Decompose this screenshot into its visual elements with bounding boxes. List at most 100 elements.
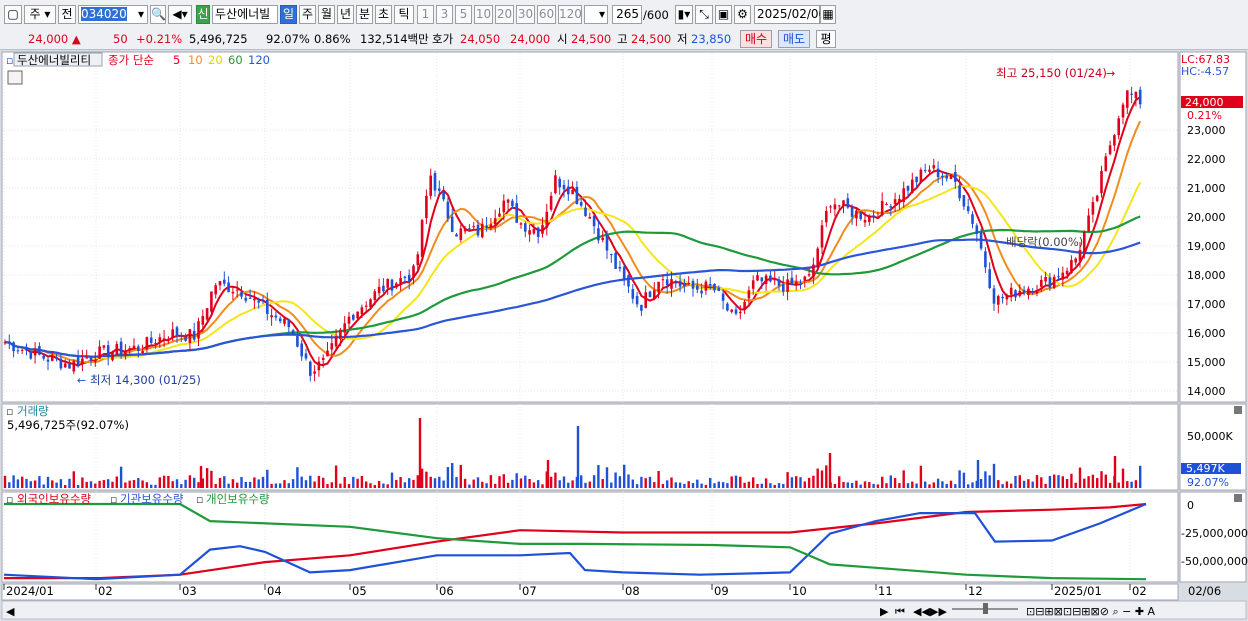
candle-body bbox=[803, 276, 807, 281]
market-select[interactable]: 주 ▾ bbox=[24, 5, 56, 24]
volume-bar bbox=[201, 478, 204, 488]
volume-bar bbox=[876, 484, 880, 488]
sound-icon[interactable]: ◀▾ bbox=[168, 5, 192, 24]
scroll-left-icon[interactable]: ◀ bbox=[6, 605, 15, 618]
table-icon[interactable] bbox=[7, 70, 23, 85]
minute-60-button[interactable]: 60 bbox=[537, 5, 556, 24]
date-input[interactable]: 2025/02/06 bbox=[754, 5, 826, 24]
volume-bar bbox=[377, 480, 381, 488]
minute-10-button[interactable]: 10 bbox=[474, 5, 493, 24]
close-icon[interactable] bbox=[1234, 406, 1242, 414]
candle-body bbox=[923, 170, 927, 172]
candle-body bbox=[46, 359, 50, 362]
eval-button[interactable]: 평 bbox=[816, 30, 836, 48]
volume-bar bbox=[618, 476, 622, 488]
candle-body bbox=[614, 252, 617, 269]
minute-30-button[interactable]: 30 bbox=[516, 5, 535, 24]
calendar-icon[interactable]: ▦ bbox=[820, 5, 836, 24]
volume-bar bbox=[1040, 477, 1043, 488]
candle-body bbox=[253, 298, 256, 301]
indiv-label: 개인보유수량 bbox=[206, 492, 270, 506]
candle-body bbox=[334, 336, 338, 347]
volume-bar bbox=[248, 481, 252, 488]
candle-body bbox=[571, 189, 574, 195]
dividend-annotation: 배당락(0.00%) bbox=[1006, 235, 1083, 249]
first-page-icon[interactable]: ⏮ bbox=[895, 605, 905, 618]
candle-body bbox=[747, 290, 751, 299]
minute-3-button[interactable]: 3 bbox=[436, 5, 453, 24]
minute-1-button[interactable]: 1 bbox=[417, 5, 434, 24]
volume-spike bbox=[976, 460, 980, 488]
volume-bar bbox=[653, 482, 656, 488]
period-minute-button[interactable]: 분 bbox=[356, 5, 373, 24]
volume-bar bbox=[184, 479, 187, 488]
volume-bar bbox=[365, 481, 368, 488]
chart-tools-icons[interactable]: ⊡⊟⊞⊠⊡⊟⊞⊠⊘ ⌕ − ✚ A bbox=[1026, 605, 1156, 618]
volume-bar bbox=[25, 478, 28, 488]
candle-body bbox=[476, 224, 480, 236]
gear-icon[interactable]: ⚙ bbox=[734, 5, 751, 24]
indiv-line bbox=[4, 502, 1147, 581]
period-week-button[interactable]: 주 bbox=[299, 5, 316, 24]
period-month-button[interactable]: 월 bbox=[318, 5, 335, 24]
period-day-button[interactable]: 일 bbox=[280, 5, 297, 24]
draw-tool-icon[interactable]: ⤡ bbox=[695, 5, 713, 24]
close-icon-2[interactable] bbox=[1234, 494, 1242, 502]
sell-button[interactable]: 매도 bbox=[778, 30, 810, 48]
candle-body bbox=[610, 253, 613, 255]
zoom-slider-handle[interactable] bbox=[983, 603, 988, 614]
volume-bar bbox=[455, 477, 458, 488]
minute-20-button[interactable]: 20 bbox=[495, 5, 514, 24]
minute-5-button[interactable]: 5 bbox=[455, 5, 472, 24]
period-year-button[interactable]: 년 bbox=[337, 5, 354, 24]
period-tick-button[interactable]: 틱 bbox=[394, 5, 414, 24]
volume-bar bbox=[1027, 479, 1030, 488]
prev-button[interactable]: 전 bbox=[58, 5, 76, 24]
period-second-button[interactable]: 초 bbox=[375, 5, 392, 24]
volume-bar bbox=[425, 471, 428, 488]
price-axis bbox=[1179, 51, 1247, 403]
next-page-icon[interactable]: ▶▶ bbox=[930, 605, 947, 618]
buy-button[interactable]: 매수 bbox=[740, 30, 772, 48]
code-input[interactable]: 034020 ▾ bbox=[78, 5, 148, 24]
candle-body bbox=[743, 301, 746, 309]
prev-page-icon[interactable]: ◀◀ bbox=[913, 605, 930, 618]
layout-icon[interactable]: ▢ bbox=[4, 5, 22, 24]
current-price-tag-text: 24,000 bbox=[1185, 96, 1224, 109]
stock-name-field[interactable]: 두산에너빌 bbox=[212, 5, 278, 24]
candle-body bbox=[197, 321, 200, 339]
candle-body bbox=[893, 199, 897, 205]
expand-icon[interactable]: ▫ bbox=[6, 54, 13, 67]
bar-type-icon[interactable]: ▮▾ bbox=[675, 5, 693, 24]
volume-bar bbox=[571, 480, 574, 488]
volume-bar bbox=[326, 484, 329, 488]
count-input[interactable]: 265 bbox=[612, 5, 642, 24]
volume-bar bbox=[1126, 481, 1129, 488]
volume-bar bbox=[68, 478, 71, 488]
custom-period-select[interactable]: ▾ bbox=[584, 5, 608, 24]
candle-body bbox=[339, 329, 342, 340]
minute-120-button[interactable]: 120 bbox=[558, 5, 582, 24]
volume-bar bbox=[730, 476, 733, 488]
save-icon[interactable]: ▣ bbox=[715, 5, 732, 24]
volume-bar bbox=[691, 483, 695, 488]
dropdown-icon[interactable]: ▾ bbox=[137, 7, 144, 21]
candle-body bbox=[1095, 195, 1099, 202]
volume-bar bbox=[145, 482, 149, 488]
x-label: 10 bbox=[792, 584, 807, 598]
candle-body bbox=[837, 205, 841, 207]
candle-body bbox=[223, 279, 226, 284]
candle-body bbox=[773, 279, 776, 281]
volume-bar bbox=[1035, 475, 1039, 488]
volume-bar bbox=[313, 481, 316, 488]
search-icon[interactable]: 🔍 bbox=[150, 5, 166, 24]
candle-body bbox=[1040, 280, 1043, 287]
scroll-right-icon[interactable]: ▶ bbox=[880, 605, 889, 618]
stock-chart[interactable]: ▫ 두산에너빌리티 종가 단순 5 10 20 60 120 LC:67.83 … bbox=[0, 50, 1248, 621]
candle-body bbox=[283, 318, 286, 324]
price-tick-label: 21,000 bbox=[1187, 182, 1226, 195]
volume-bar bbox=[666, 480, 669, 488]
volume-bar bbox=[786, 472, 789, 488]
candle-body bbox=[235, 289, 239, 291]
candle-body bbox=[412, 265, 415, 278]
